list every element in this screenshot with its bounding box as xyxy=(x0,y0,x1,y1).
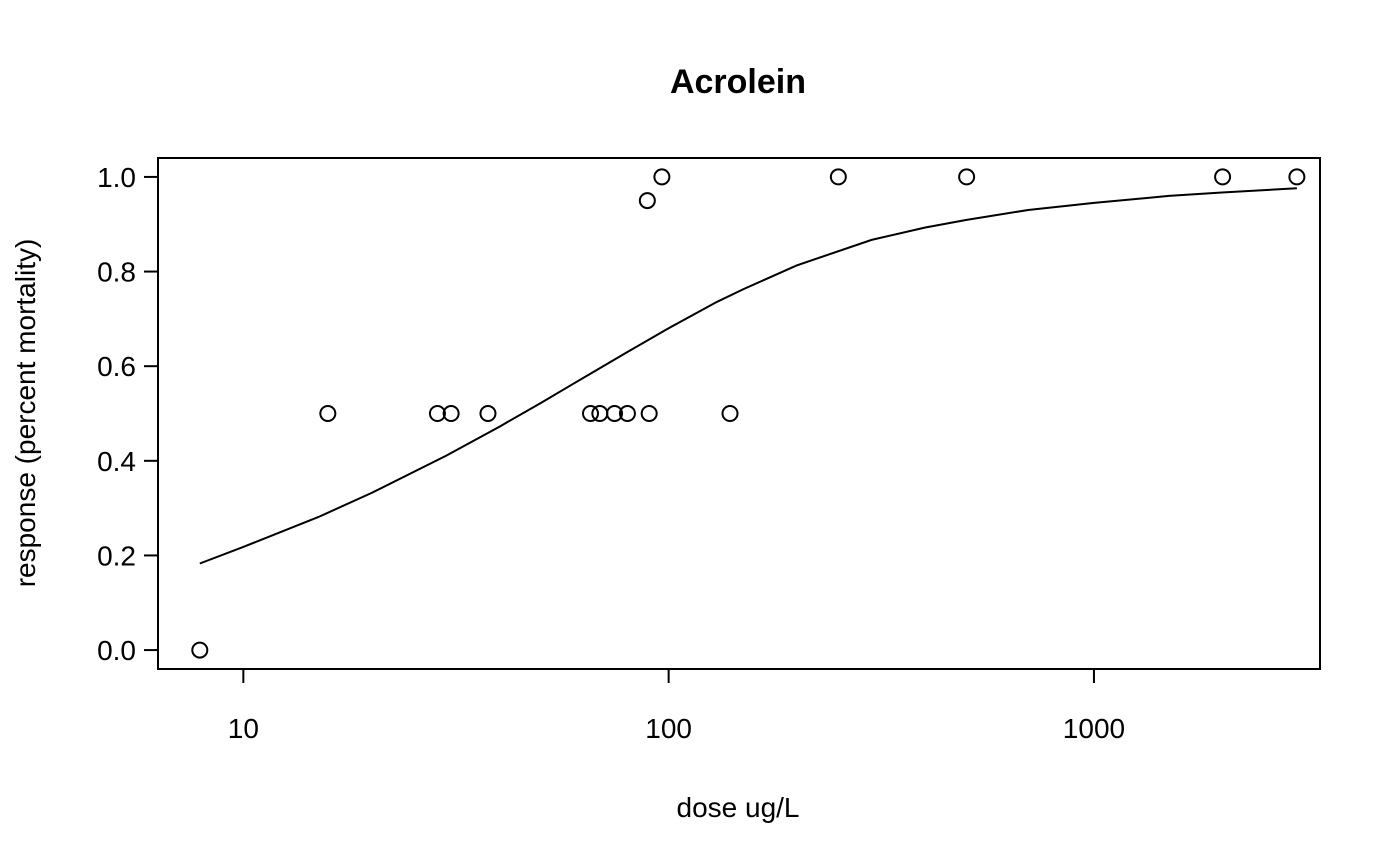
y-tick-label-5: 1.0 xyxy=(97,162,136,193)
data-point-7 xyxy=(606,405,624,422)
data-point-5 xyxy=(581,405,599,422)
data-point-14 xyxy=(958,168,976,186)
x-axis: 10 100 1000 xyxy=(228,669,1125,744)
y-tick-label-0: 0.0 xyxy=(97,635,136,666)
x-tick-label-2: 1000 xyxy=(1063,713,1125,744)
data-point-2 xyxy=(428,405,446,422)
y-tick-label-4: 0.8 xyxy=(97,257,136,288)
data-point-12 xyxy=(721,405,739,422)
data-point-13 xyxy=(829,168,847,186)
data-point-0 xyxy=(191,641,209,659)
data-point-6 xyxy=(591,405,609,422)
data-point-11 xyxy=(653,168,671,186)
fitted-curve xyxy=(199,187,1297,565)
x-tick-label-1: 100 xyxy=(645,713,692,744)
data-point-3 xyxy=(442,405,460,422)
x-axis-label: dose ug/L xyxy=(677,792,800,823)
data-point-16 xyxy=(1288,168,1306,186)
data-point-4 xyxy=(479,405,497,422)
data-point-8 xyxy=(618,405,636,422)
y-axis-label: response (percent mortality) xyxy=(10,239,41,588)
data-point-1 xyxy=(319,405,337,422)
y-tick-label-3: 0.6 xyxy=(97,351,136,382)
y-axis: 0.0 0.2 0.4 0.6 0.8 1.0 xyxy=(97,162,158,666)
plot-frame xyxy=(157,157,1321,670)
data-points xyxy=(191,168,1306,659)
data-point-9 xyxy=(640,405,658,422)
chart-title: Acrolein xyxy=(670,63,806,101)
y-tick-label-1: 0.2 xyxy=(97,540,136,571)
data-point-10 xyxy=(638,192,656,210)
x-tick-label-0: 10 xyxy=(228,713,259,744)
data-point-15 xyxy=(1214,168,1232,186)
y-tick-label-2: 0.4 xyxy=(97,446,136,477)
